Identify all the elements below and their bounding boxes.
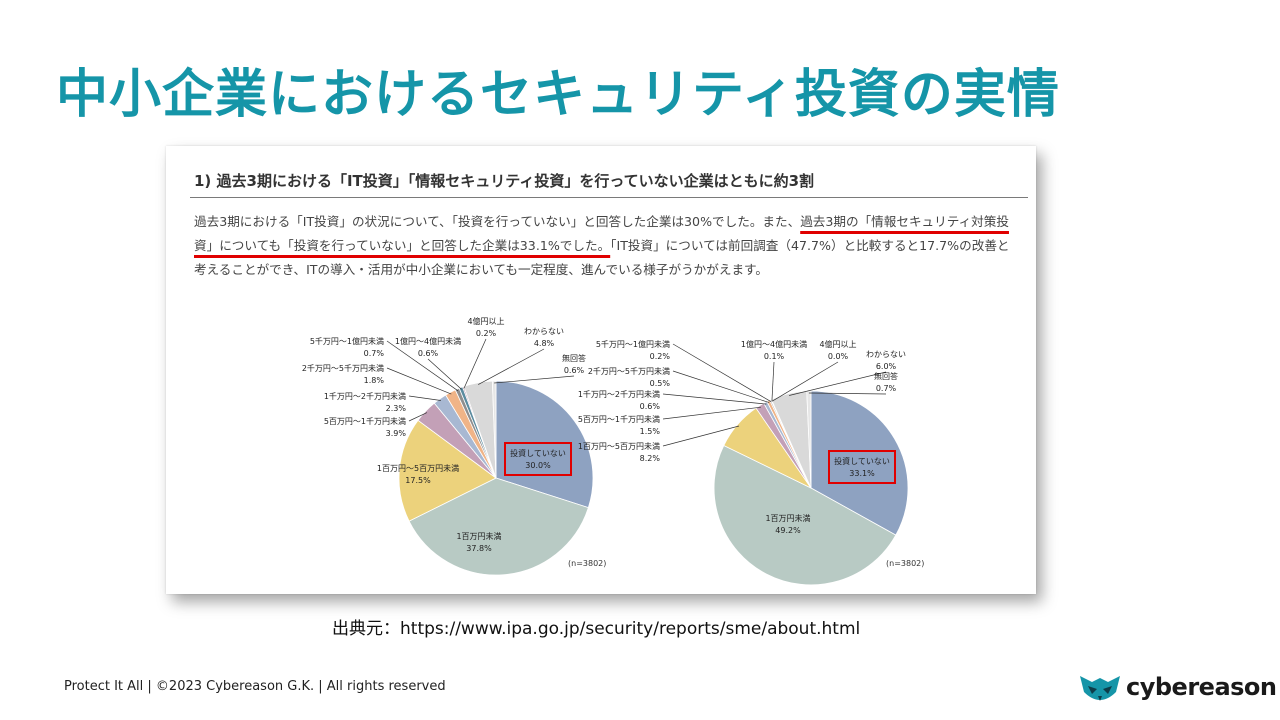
cybereason-logo: cybereason [1078,672,1277,706]
pie1-label-8: 4億円以上 0.2% [463,316,505,389]
svg-text:5百万円～1千万円未満: 5百万円～1千万円未満 [324,416,406,426]
pie2-label-4: 1千万円～2千万円未満 0.6% [578,389,767,411]
svg-text:わからない: わからない [524,327,564,336]
svg-text:1百万円未満: 1百万円未満 [456,531,501,541]
pie2-slice-1 [713,444,897,586]
svg-text:37.8%: 37.8% [466,544,492,553]
pie1-slice-2 [398,419,497,522]
svg-text:0.6%: 0.6% [418,349,439,358]
svg-text:17.5%: 17.5% [405,476,431,485]
pie2-label-2: 1百万円～5百万円未満 8.2% [578,425,740,463]
svg-text:0.6%: 0.6% [564,366,585,375]
svg-text:1.8%: 1.8% [364,376,385,385]
svg-text:1億円～4億円未満: 1億円～4億円未満 [395,336,461,346]
svg-text:2.3%: 2.3% [386,404,407,413]
svg-text:投資していない: 投資していない [834,456,890,466]
logo-wordmark: cybereason [1126,673,1277,701]
svg-text:0.5%: 0.5% [650,379,671,388]
pie1-label-0: 投資していない 30.0% [504,442,572,476]
pie1-slice-1 [408,477,589,576]
pie1-label-6: 5千万円～1億円未満 0.7% [310,336,459,392]
body-text-3: 「IT投資」については前回調査（47.7%）と比較すると17.7%の改善と考える… [194,238,1010,277]
svg-text:6.0%: 6.0% [876,362,897,371]
pie-charts: 投資していない 30.0% 1百万円未満 37.8% 1百万円～5百万円未満 17.5% 5… [302,316,924,586]
pie1-slice-10 [491,380,497,479]
svg-text:8.2%: 8.2% [640,454,661,463]
svg-text:0.7%: 0.7% [876,384,897,393]
pie1-label-2: 1百万円～5百万円未満 17.5% [377,463,459,485]
svg-text:49.2%: 49.2% [775,526,801,535]
pie1-n-label: (n=3802) [568,559,606,568]
pie1-label-7: 1億円～4億円未満 0.6% [395,336,462,390]
svg-text:1百万円～5百万円未満: 1百万円～5百万円未満 [578,441,660,451]
figure-heading: 1) 過去3期における「IT投資」「情報セキュリティ投資」を行っていない企業はと… [194,172,815,190]
svg-text:無回答: 無回答 [562,353,586,363]
pie1-label-9: わからない 4.8% [478,327,564,385]
svg-text:0.1%: 0.1% [764,352,785,361]
pie1-label-1: 1百万円未満 37.8% [456,531,501,553]
pie2-label-3: 5百万円～1千万円未満 1.5% [578,406,761,436]
pie2-label-5: 2千万円～5千万円未満 0.5% [588,366,770,403]
pie2-label-9: わからない 6.0% [789,350,906,396]
pie2-label-10: 無回答 0.7% [808,371,898,395]
svg-text:1百万円～5百万円未満: 1百万円～5百万円未満 [377,463,459,473]
svg-text:2千万円～5千万円未満: 2千万円～5千万円未満 [302,363,384,373]
body-text-highlight: 過去3期の「情報セキュリティ対策投資」についても「投資を行っていない」と回答した… [194,214,1009,253]
svg-text:投資していない: 投資していない [510,448,566,458]
svg-text:33.1%: 33.1% [849,469,875,478]
svg-text:1千万円～2千万円未満: 1千万円～2千万円未満 [324,391,406,401]
figure-divider [190,197,1028,198]
pie1-label-4: 1千万円～2千万円未満 2.3% [324,391,441,413]
source-citation: 出典元：https://www.ipa.go.jp/security/repor… [332,619,861,639]
svg-text:0.6%: 0.6% [640,402,661,411]
owl-logo-icon [1080,676,1120,701]
svg-text:無回答: 無回答 [874,371,898,381]
pie2-label-0: 投資していない 33.1% [828,450,896,484]
svg-text:4億円以上: 4億円以上 [467,316,504,326]
pie2-slice-0 [810,390,909,536]
svg-text:1億円～4億円未満: 1億円～4億円未満 [741,339,807,349]
svg-text:0.0%: 0.0% [828,352,849,361]
slide-title: 中小企業におけるセキュリティ投資の実情 [56,65,1060,125]
footer-copyright: Protect It All | ©2023 Cybereason G.K. |… [64,679,446,694]
figure-body-text: 過去3期における「IT投資」の状況について、「投資を行っていない」と回答した企業… [194,210,1014,282]
svg-text:わからない: わからない [866,350,906,359]
pie2-n-label: (n=3802) [886,559,924,568]
svg-text:0.7%: 0.7% [364,349,385,358]
pie2-label-8: 4億円以上 0.0% [772,339,857,402]
svg-text:5百万円～1千万円未満: 5百万円～1千万円未満 [578,414,660,424]
pie2-label-1: 1百万円未満 49.2% [765,513,810,535]
svg-text:5千万円～1億円未満: 5千万円～1億円未満 [310,336,384,346]
svg-text:4億円以上: 4億円以上 [819,339,856,349]
pie1-label-5: 2千万円～5千万円未満 1.8% [302,363,452,395]
survey-figure: 1) 過去3期における「IT投資」「情報セキュリティ投資」を行っていない企業はと… [166,146,1036,594]
pie1-label-3: 5百万円～1千万円未満 3.9% [324,412,428,438]
svg-text:4.8%: 4.8% [534,339,555,348]
svg-text:5千万円～1億円未満: 5千万円～1億円未満 [596,339,670,349]
pie2-label-6: 5千万円～1億円未満 0.2% [596,339,772,403]
svg-text:30.0%: 30.0% [525,461,551,470]
svg-text:1百万円未満: 1百万円未満 [765,513,810,523]
svg-text:0.2%: 0.2% [650,352,671,361]
svg-text:1.5%: 1.5% [640,427,661,436]
svg-text:0.2%: 0.2% [476,329,497,338]
pie1-label-10: 無回答 0.6% [494,353,586,384]
svg-text:2千万円～5千万円未満: 2千万円～5千万円未満 [588,366,670,376]
body-text-1: 過去3期における「IT投資」の状況について、「投資を行っていない」と回答した企業… [194,214,801,229]
svg-text:3.9%: 3.9% [386,429,407,438]
svg-text:1千万円～2千万円未満: 1千万円～2千万円未満 [578,389,660,399]
pie2-label-7: 1億円～4億円未満 0.1% [741,339,807,402]
